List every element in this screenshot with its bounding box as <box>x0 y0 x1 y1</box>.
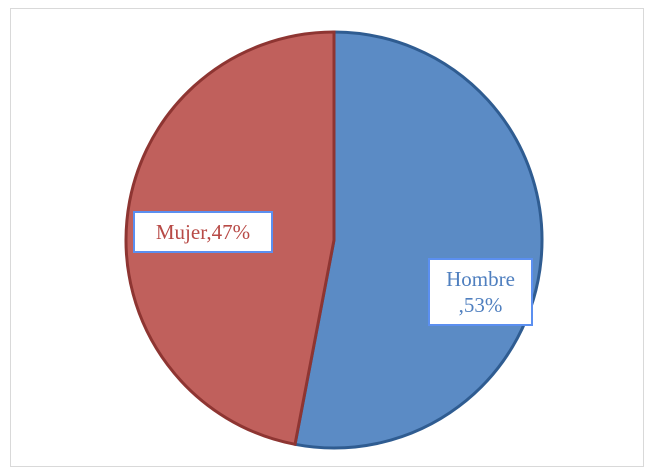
data-label: Hombre ,53% <box>428 258 533 326</box>
pie-slice <box>293 30 544 450</box>
chart-frame <box>10 8 644 467</box>
data-label: Mujer,47% <box>133 211 273 253</box>
